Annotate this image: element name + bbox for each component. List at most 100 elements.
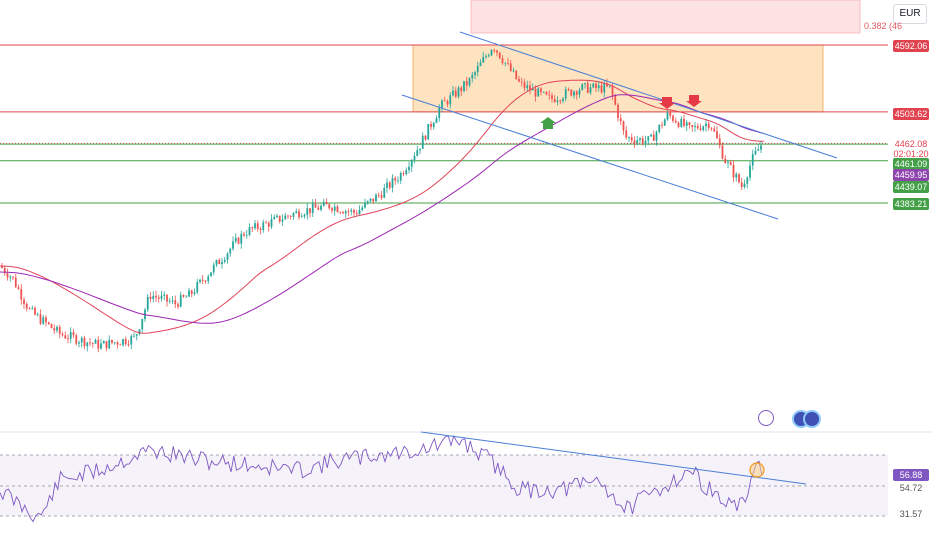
candle-body [619, 118, 622, 122]
candle-body [298, 211, 300, 218]
candle-body [23, 299, 25, 305]
candle-body [342, 212, 344, 214]
candle-body [724, 158, 727, 163]
candle-body [460, 87, 463, 91]
candle-body [265, 222, 267, 224]
candle-body [237, 237, 240, 244]
candle-body [314, 203, 317, 208]
candle-body [476, 65, 479, 73]
candle-body [124, 339, 127, 344]
candle-body [397, 180, 399, 182]
candle-body [452, 90, 454, 96]
candle-body [292, 213, 295, 217]
candle-body [355, 213, 358, 215]
candle-body [699, 128, 702, 131]
candle-body [751, 154, 754, 166]
candle-body [89, 342, 91, 344]
candle-body [413, 155, 416, 161]
candle-body [243, 233, 245, 236]
candle-body [284, 215, 287, 220]
candle-body [322, 201, 325, 206]
candle-body [344, 211, 347, 214]
candle-body [113, 342, 116, 344]
candle-body [364, 202, 366, 208]
candle-body [232, 241, 234, 249]
ma-red-line [0, 79, 765, 334]
candle-body [542, 91, 545, 93]
candle-body [490, 50, 493, 56]
candle-body [157, 297, 160, 299]
candle-body [386, 182, 388, 188]
candle-body [91, 343, 94, 344]
candle-body [358, 210, 361, 215]
candle-body [597, 85, 600, 89]
candle-body [600, 85, 603, 93]
candle-body [443, 100, 446, 102]
candle-body [146, 296, 149, 310]
candle-body [174, 300, 177, 305]
candle-body [652, 134, 655, 141]
candle-body [595, 83, 597, 89]
candle-body [636, 140, 639, 144]
candle-body [449, 95, 452, 105]
candle-body [482, 57, 485, 63]
candle-body [438, 107, 441, 119]
candle-body [573, 91, 575, 96]
indicator-dot-icon-2[interactable] [803, 410, 821, 428]
rsi-tag: 31.57 [899, 509, 923, 519]
candle-body [713, 128, 716, 132]
candle-body [229, 248, 232, 254]
candle-body [578, 89, 581, 95]
candle-body [732, 164, 735, 178]
candle-body [300, 216, 303, 218]
candle-body [394, 177, 397, 181]
candle-body [586, 83, 589, 93]
candle-body [402, 173, 405, 175]
candle-body [630, 137, 633, 141]
candle-body [221, 261, 223, 265]
candle-body [391, 177, 394, 188]
candle-body [520, 81, 523, 83]
candle-body [320, 205, 322, 210]
lightning-icon[interactable] [758, 410, 774, 426]
candle-body [567, 89, 570, 91]
down-arrow-icon [659, 97, 675, 109]
candle-body [606, 83, 608, 87]
candle-body [432, 122, 435, 127]
candle-body [188, 290, 190, 297]
candle-body [31, 307, 34, 309]
candle-body [570, 89, 573, 96]
candle-body [575, 91, 578, 95]
currency-button[interactable]: EUR [893, 4, 927, 24]
candle-body [267, 222, 270, 227]
candle-body [716, 131, 718, 139]
candle-body [295, 211, 298, 214]
candle-body [718, 138, 721, 146]
candle-body [130, 336, 133, 345]
candle-body [496, 50, 498, 53]
candle-body [179, 295, 182, 307]
candle-body [17, 287, 20, 289]
candle-body [474, 72, 476, 75]
candle-body [328, 204, 331, 209]
candle-body [556, 100, 559, 103]
candle-body [141, 319, 144, 330]
candle-body [435, 118, 438, 123]
candle-body [53, 328, 56, 331]
candle-body [388, 182, 391, 188]
candle-body [67, 338, 69, 340]
candle-body [529, 85, 531, 91]
candle-body [757, 149, 760, 151]
candle-body [707, 123, 710, 128]
candle-body [512, 70, 515, 72]
candle-body [47, 322, 50, 324]
candle-body [399, 173, 402, 181]
candle-body [317, 207, 320, 210]
candle-body [537, 88, 540, 97]
candle-body [727, 162, 729, 164]
candle-body [50, 323, 53, 329]
candle-body [83, 337, 86, 347]
candle-body [696, 125, 699, 129]
